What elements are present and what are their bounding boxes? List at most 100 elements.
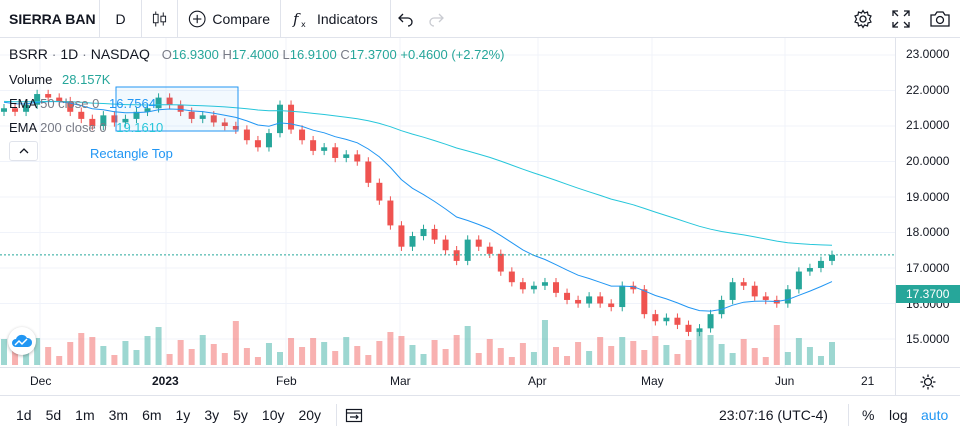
price-tick: 23.0000	[906, 47, 950, 61]
legend-collapse-button[interactable]	[9, 141, 38, 161]
undo-icon	[398, 13, 413, 27]
ema50-legend[interactable]: EMA 50 close 0 16.7564	[9, 96, 156, 111]
current-price-label: 17.3700	[896, 285, 960, 303]
candle	[674, 317, 681, 325]
range-1d[interactable]: 1d	[16, 406, 32, 423]
percent-toggle[interactable]: %	[862, 407, 875, 423]
volume-bar	[475, 353, 482, 365]
time-tick: Feb	[276, 374, 297, 388]
volume-bar	[155, 327, 162, 365]
price-chart[interactable]	[0, 38, 895, 367]
resolution-button[interactable]: D	[100, 0, 142, 38]
clock[interactable]: 23:07:16 (UTC-4)	[719, 407, 828, 423]
range-6m[interactable]: 6m	[142, 406, 162, 423]
range-1m[interactable]: 1m	[75, 406, 95, 423]
axis-settings-button[interactable]	[895, 367, 960, 395]
divider	[336, 403, 338, 426]
candle	[376, 182, 383, 201]
volume-bar	[177, 340, 184, 365]
candles-icon	[152, 11, 167, 26]
candle	[45, 94, 52, 98]
candle	[718, 299, 725, 315]
auto-toggle[interactable]: auto	[921, 407, 949, 423]
resolution-label: D	[115, 10, 126, 27]
fullscreen-icon	[892, 10, 910, 28]
candle	[34, 94, 41, 105]
log-toggle[interactable]: log	[889, 407, 908, 423]
candle	[122, 118, 129, 123]
volume-bar	[365, 355, 372, 365]
rectangle-drawing-label[interactable]: Rectangle Top	[90, 146, 173, 161]
low-label: L	[282, 47, 290, 62]
undo-button[interactable]	[391, 0, 421, 38]
time-axis[interactable]: Dec 2023 Feb Mar Apr May Jun 21	[0, 367, 895, 395]
candle	[321, 147, 328, 151]
range-5y[interactable]: 5y	[233, 406, 248, 423]
symbol-search[interactable]: SIERRA BAN	[0, 0, 100, 38]
candle	[475, 239, 482, 247]
volume-bar	[630, 341, 637, 365]
volume-bar	[564, 356, 571, 365]
candle	[784, 289, 791, 304]
compare-button[interactable]: Compare	[178, 0, 281, 38]
candle	[586, 296, 593, 304]
candle	[310, 140, 317, 151]
range-3y[interactable]: 3y	[204, 406, 220, 423]
ohlc-values: O16.9300 H17.4000 L16.9100 C17.3700 +0.4…	[162, 47, 505, 62]
candle	[288, 104, 295, 130]
candle	[795, 271, 802, 290]
ema50-label: EMA	[9, 96, 37, 111]
snapshot-button[interactable]	[921, 0, 959, 38]
sun-settings-icon	[920, 374, 936, 389]
range-3m[interactable]: 3m	[108, 406, 129, 423]
candle	[652, 314, 659, 322]
price-axis[interactable]: 23.0000 22.0000 21.0000 20.0000 19.0000 …	[895, 38, 960, 367]
compare-label: Compare	[212, 10, 270, 27]
candle	[519, 282, 526, 290]
ema50-params: 50 close 0	[40, 96, 100, 111]
candle	[575, 299, 582, 304]
tradingview-logo[interactable]	[8, 327, 36, 355]
bottom-toolbar: 1d 5d 1m 3m 6m 1y 3y 5y 10y 20y 23:07:16…	[0, 395, 960, 433]
volume-bar	[674, 354, 681, 365]
range-20y[interactable]: 20y	[298, 406, 322, 423]
volume-bar	[829, 342, 835, 365]
candle	[254, 140, 261, 148]
chart-type-button[interactable]	[142, 0, 178, 38]
volume-bar	[199, 335, 206, 365]
volume-bar	[288, 338, 295, 365]
volume-bar	[806, 347, 813, 365]
range-1y[interactable]: 1y	[175, 406, 191, 423]
settings-button[interactable]	[844, 0, 882, 38]
range-10y[interactable]: 10y	[261, 406, 285, 423]
range-5d[interactable]: 5d	[45, 406, 62, 423]
chevron-up-icon	[19, 148, 28, 154]
volume-bar	[608, 346, 615, 365]
price-tick: 18.0000	[906, 225, 950, 239]
candle	[641, 289, 648, 315]
redo-button[interactable]	[421, 0, 451, 38]
volume-bar	[354, 346, 361, 365]
candle	[398, 225, 405, 247]
volume-bar	[310, 338, 317, 365]
volume-bar	[619, 337, 626, 365]
legend-exchange: NASDAQ	[90, 46, 150, 62]
volume-bar	[497, 348, 504, 365]
volume-bar	[508, 357, 515, 365]
volume-bar	[23, 352, 30, 365]
candle	[265, 133, 272, 148]
candle	[155, 97, 162, 109]
volume-legend[interactable]: Volume 28.157K	[9, 72, 110, 87]
time-tick: Mar	[390, 374, 411, 388]
candle	[111, 115, 118, 123]
fullscreen-button[interactable]	[882, 0, 920, 38]
candle	[166, 97, 173, 105]
candle	[365, 161, 372, 183]
ema200-legend[interactable]: EMA 200 close 0 19.1610	[9, 120, 163, 135]
volume-bar	[519, 343, 526, 365]
candle	[564, 292, 571, 300]
date-range-button[interactable]	[345, 407, 363, 423]
volume-bar	[773, 325, 780, 365]
volume-label: Volume	[9, 72, 53, 87]
